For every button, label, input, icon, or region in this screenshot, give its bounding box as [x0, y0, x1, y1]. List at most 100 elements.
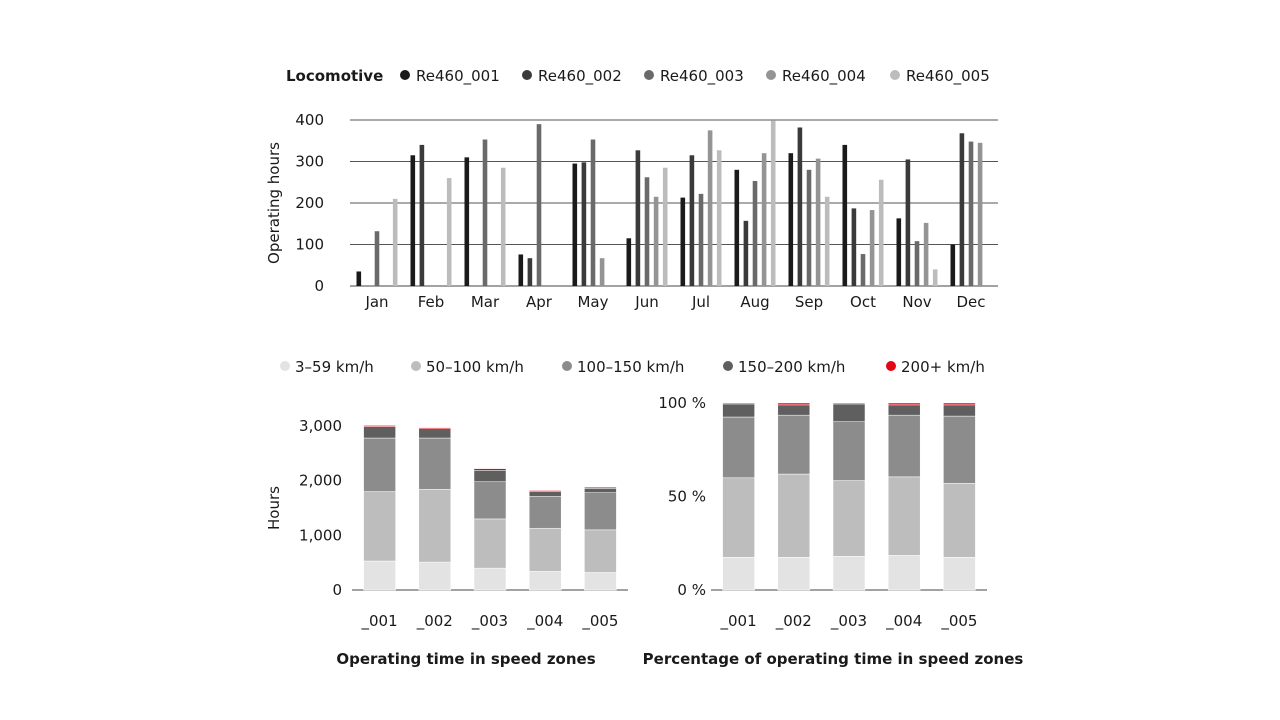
- pct-x-tick-002: _002: [775, 612, 812, 631]
- pct-x-tick-003: _003: [830, 612, 867, 631]
- pct-bar-002-100-150-km-h: [777, 414, 811, 475]
- bar-re460-004-sep: [815, 158, 821, 286]
- legend-title: Locomotive: [286, 67, 383, 85]
- pct-y-tick-0: 0 %: [677, 581, 706, 599]
- pct-bar-003-3-59-km-h: [832, 556, 866, 591]
- bar-re460-003-nov: [914, 241, 920, 286]
- bar-re460-002-jul: [689, 155, 695, 286]
- hours-x-tick-001: _001: [361, 612, 398, 631]
- x-tick-jul: Jul: [691, 293, 710, 311]
- hours-x-tick-004: _004: [526, 612, 563, 631]
- hours-bar-003-100-150-km-h: [473, 481, 507, 520]
- x-tick-may: May: [577, 293, 608, 311]
- x-tick-sep: Sep: [795, 293, 823, 311]
- bar-re460-003-dec: [968, 141, 974, 286]
- pct-bar-004-100-150-km-h: [887, 414, 921, 478]
- hours-bar-004-200-km-h: [528, 490, 562, 492]
- speed-legend-label-200-km-h: 200+ km/h: [901, 358, 985, 376]
- bar-re460-004-oct: [869, 210, 875, 286]
- pct-bar-004-200-km-h: [887, 402, 921, 406]
- speed-legend-label-50-100-km-h: 50–100 km/h: [426, 358, 524, 376]
- hours-bar-004-50-100-km-h: [528, 527, 562, 572]
- bar-re460-003-apr: [536, 124, 542, 287]
- hours-bar-001-50-100-km-h: [363, 491, 396, 562]
- bar-re460-002-feb: [419, 144, 425, 286]
- bar-re460-005-mar: [500, 167, 506, 286]
- pct-bar-001-50-100-km-h: [722, 477, 755, 558]
- y-tick-100: 100: [295, 236, 324, 254]
- bar-re460-002-may: [581, 162, 587, 286]
- legend-marker-re460-003: [644, 70, 654, 80]
- pct-bar-004-150-200-km-h: [887, 404, 921, 416]
- bar-re460-005-nov: [932, 269, 938, 286]
- pct-bar-002-50-100-km-h: [777, 473, 811, 558]
- legend-marker-re460-002: [522, 70, 532, 80]
- legend-marker-re460-004: [766, 70, 776, 80]
- hours-bar-005-100-150-km-h: [584, 492, 617, 531]
- y-tick-0: 0: [314, 277, 324, 295]
- bar-re460-002-dec: [959, 133, 965, 286]
- pct-bar-003-100-150-km-h: [832, 421, 866, 481]
- speed-legend-marker-100-150-km-h: [562, 361, 572, 371]
- speed-legend-label-100-150-km-h: 100–150 km/h: [577, 358, 684, 376]
- pct-y-tick-100: 100 %: [658, 394, 706, 412]
- pct-bar-003-200-km-h: [832, 402, 866, 405]
- pct-chart-title: Percentage of operating time in speed zo…: [643, 650, 1024, 668]
- bar-re460-004-jul: [707, 130, 713, 286]
- speed-legend-label-3-59-km-h: 3–59 km/h: [295, 358, 374, 376]
- hours-bar-002-200-km-h: [418, 427, 452, 429]
- legend-label-re460-002: Re460_002: [538, 67, 622, 86]
- bar-re460-001-aug: [734, 169, 740, 286]
- legend-marker-re460-005: [890, 70, 900, 80]
- bar-re460-002-nov: [905, 159, 911, 286]
- bar-re460-005-oct: [878, 179, 884, 286]
- hours-bar-003-200-km-h: [473, 468, 507, 471]
- legend-label-re460-004: Re460_004: [782, 67, 866, 86]
- pct-x-tick-001: _001: [720, 612, 757, 631]
- legend-marker-re460-001: [400, 70, 410, 80]
- hours-chart-title: Operating time in speed zones: [336, 650, 595, 668]
- x-tick-jun: Jun: [634, 293, 658, 311]
- speed-legend-marker-200-km-h: [886, 361, 896, 371]
- bar-re460-003-jan: [374, 231, 380, 286]
- x-tick-oct: Oct: [850, 293, 876, 311]
- bar-re460-003-oct: [860, 254, 866, 286]
- bar-re460-001-sep: [788, 153, 794, 286]
- speed-legend-marker-50-100-km-h: [411, 361, 421, 371]
- bar-re460-005-jan: [392, 198, 398, 286]
- pct-bar-003-150-200-km-h: [832, 403, 866, 422]
- legend-label-re460-005: Re460_005: [906, 67, 990, 86]
- bar-re460-003-aug: [752, 181, 758, 286]
- hours-bar-005-3-59-km-h: [584, 572, 617, 591]
- hours-bar-005-200-km-h: [584, 486, 617, 489]
- legend-label-re460-001: Re460_001: [416, 67, 500, 86]
- y-tick-200: 200: [295, 194, 324, 212]
- bar-re460-002-oct: [851, 208, 857, 286]
- pct-bar-004-50-100-km-h: [887, 476, 921, 556]
- hours-bar-001-3-59-km-h: [363, 560, 396, 591]
- hours-bar-002-150-200-km-h: [418, 428, 452, 439]
- pct-bar-001-200-km-h: [722, 402, 755, 405]
- bar-re460-003-jun: [644, 177, 650, 286]
- hours-bar-001-100-150-km-h: [363, 437, 396, 492]
- hours-bar-004-100-150-km-h: [528, 496, 562, 529]
- bar-re460-003-may: [590, 139, 596, 286]
- bar-re460-003-jul: [698, 193, 704, 286]
- x-tick-aug: Aug: [740, 293, 769, 311]
- pct-bar-005-200-km-h: [943, 402, 976, 406]
- bar-re460-005-sep: [824, 196, 830, 286]
- bar-re460-003-mar: [482, 139, 488, 286]
- bar-re460-001-feb: [410, 155, 416, 286]
- bar-re460-005-jun: [662, 167, 668, 286]
- hours-x-tick-003: _003: [471, 612, 508, 631]
- hours-bar-003-3-59-km-h: [473, 567, 507, 591]
- bar-re460-005-feb: [446, 178, 452, 286]
- hours-x-tick-002: _002: [416, 612, 453, 631]
- bar-re460-005-aug: [770, 120, 776, 286]
- bar-re460-002-sep: [797, 127, 803, 286]
- x-tick-nov: Nov: [902, 293, 931, 311]
- y-tick-300: 300: [295, 153, 324, 171]
- x-tick-jan: Jan: [364, 293, 388, 311]
- bar-re460-004-jun: [653, 196, 659, 286]
